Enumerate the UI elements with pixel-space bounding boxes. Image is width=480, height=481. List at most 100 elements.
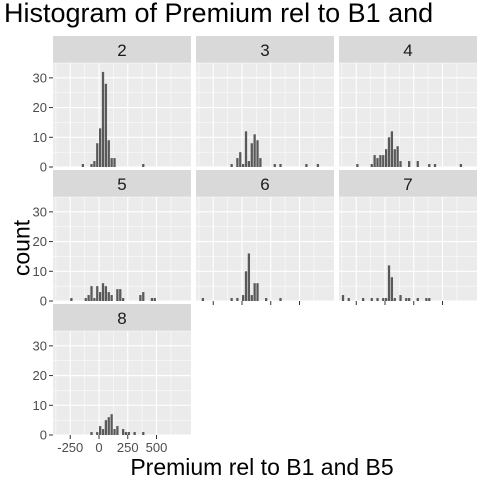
y-tick-label: 20 <box>33 100 47 115</box>
histogram-bar <box>425 298 428 301</box>
histogram-bar <box>370 298 373 301</box>
facet-panel <box>53 197 191 301</box>
histogram-bar <box>122 298 125 301</box>
histogram-bar <box>96 143 99 167</box>
histogram-bar <box>110 295 113 301</box>
histogram-bar <box>124 432 128 435</box>
histogram-bar <box>122 429 125 435</box>
histogram-bar <box>428 298 431 301</box>
histogram-bar <box>370 164 373 167</box>
facet-label: 8 <box>117 309 126 328</box>
x-tick-label: -250 <box>57 440 83 455</box>
histogram-bar <box>96 432 99 435</box>
histogram-bar <box>230 298 233 301</box>
facet-panel <box>53 331 191 435</box>
y-tick-label: 20 <box>33 234 47 249</box>
histogram-bar <box>399 295 402 301</box>
histogram-bar <box>99 426 102 435</box>
histogram-bar <box>459 164 463 167</box>
y-tick-label: 0 <box>40 160 47 175</box>
facet-strip <box>339 170 477 197</box>
histogram-bar <box>104 420 108 435</box>
x-tick-label: 250 <box>117 440 139 455</box>
histogram-bar <box>253 134 256 167</box>
histogram-bar <box>242 164 245 167</box>
histogram-bar <box>116 426 119 435</box>
histogram-bar <box>242 295 245 301</box>
histogram-bar <box>236 298 239 301</box>
histogram-bar <box>101 429 105 435</box>
histogram-bar <box>81 164 85 167</box>
histogram-bar <box>101 71 105 167</box>
histogram-bar <box>110 158 113 167</box>
histogram-bar <box>110 414 113 435</box>
histogram-bar <box>408 161 411 167</box>
facet-label: 4 <box>403 41 412 60</box>
x-axis-label: Premium rel to B1 and B5 <box>130 454 394 480</box>
histogram-bar <box>250 143 253 167</box>
histogram-bar <box>376 158 379 167</box>
histogram-bar <box>253 283 256 301</box>
histogram-bar <box>142 432 145 435</box>
facet-strip <box>53 36 191 63</box>
histogram-bar <box>382 298 385 301</box>
histogram-bar <box>230 164 233 167</box>
histogram-bar <box>347 298 350 301</box>
histogram-bar <box>316 164 320 167</box>
y-tick-label: 20 <box>33 368 47 383</box>
histogram-bar <box>113 429 116 435</box>
histogram-bar <box>387 137 391 167</box>
histogram-bar <box>84 298 87 301</box>
histogram-bar <box>279 164 282 167</box>
histogram-bar <box>244 271 248 301</box>
facet-label: 5 <box>117 175 126 194</box>
y-tick-label: 30 <box>33 338 47 353</box>
histogram-bar <box>247 161 251 167</box>
y-tick-label: 30 <box>33 70 47 85</box>
y-tick-label: 0 <box>40 294 47 309</box>
histogram-bar <box>116 289 119 301</box>
histogram-bar <box>273 164 276 167</box>
histogram-bar <box>385 149 388 167</box>
y-tick-label: 10 <box>33 398 47 413</box>
histogram-bar <box>373 155 376 167</box>
y-tick-label: 10 <box>33 130 47 145</box>
facet-panel <box>339 197 477 301</box>
histogram-bar <box>259 158 262 167</box>
chart-title: Histogram of Premium rel to B1 and <box>4 0 434 28</box>
histogram-bar <box>390 131 394 167</box>
histogram-bar <box>405 298 408 301</box>
y-tick-label: 10 <box>33 264 47 279</box>
histogram-bar <box>433 164 437 167</box>
facet-strip <box>339 36 477 63</box>
facet-strip <box>53 304 191 331</box>
histogram-bar <box>279 298 282 301</box>
histogram-bar <box>107 140 110 167</box>
histogram-bar <box>107 292 110 301</box>
histogram-bar <box>376 298 379 301</box>
histogram-bar <box>393 149 396 167</box>
facet-label: 7 <box>403 175 412 194</box>
histogram-bar <box>250 295 253 301</box>
histogram-bar <box>150 298 154 301</box>
histogram-bar <box>256 140 259 167</box>
histogram-bar <box>104 286 108 301</box>
histogram-bar <box>104 83 108 167</box>
histogram-bar <box>399 161 402 167</box>
histogram-bar <box>96 286 99 301</box>
histogram-bar <box>90 286 93 301</box>
facet-panel <box>53 63 191 167</box>
histogram-bar <box>265 298 268 301</box>
histogram-bar <box>416 161 419 167</box>
histogram-bar <box>393 298 396 301</box>
histogram-bar <box>387 265 391 301</box>
histogram-bar <box>239 152 242 167</box>
x-tick-label: 500 <box>146 440 168 455</box>
histogram-bar <box>153 298 156 301</box>
histogram-bar <box>408 298 411 301</box>
histogram-bar <box>362 298 365 301</box>
facet-strip <box>196 36 334 63</box>
histogram-bar <box>142 292 145 301</box>
histogram-bar <box>127 432 131 435</box>
histogram-bar <box>99 128 102 167</box>
